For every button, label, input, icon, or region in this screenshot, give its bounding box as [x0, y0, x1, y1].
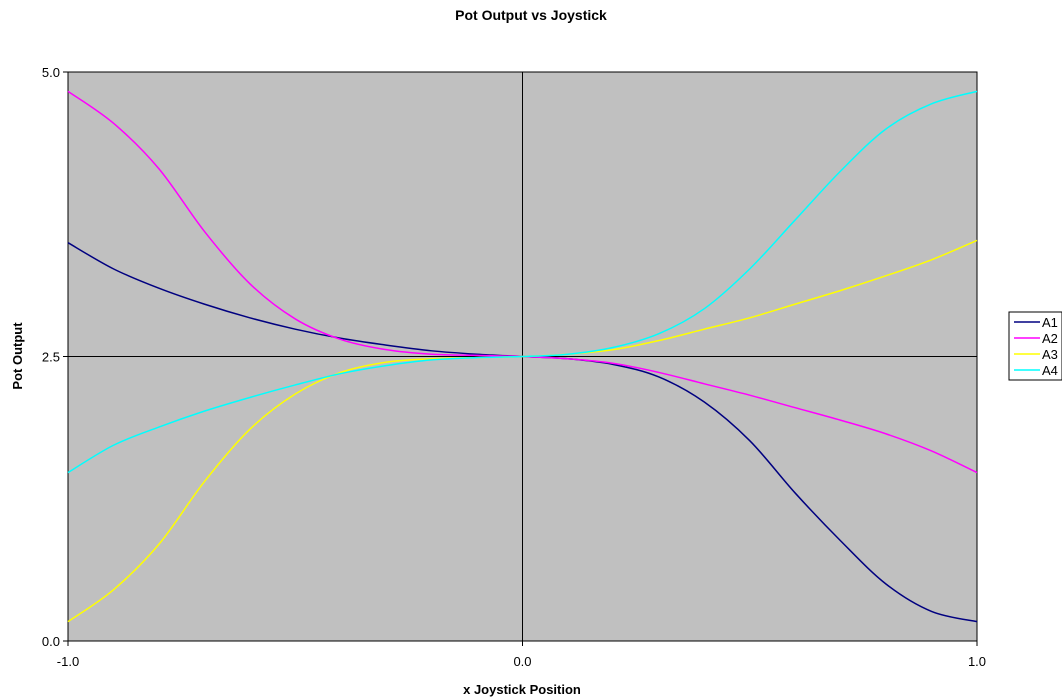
x-tick-label: -1.0 — [57, 654, 79, 669]
legend-box — [1008, 311, 1062, 381]
series-group — [67, 90, 978, 623]
x-tick-label: 1.0 — [968, 654, 986, 669]
x-tick-label: 0.0 — [513, 654, 531, 669]
y-tick-label: 5.0 — [42, 65, 60, 80]
legend-label-a2: A2 — [1042, 331, 1058, 346]
x-axis-label: x Joystick Position — [463, 682, 581, 697]
y-tick-label: 0.0 — [42, 634, 60, 649]
legend-label-a3: A3 — [1042, 347, 1058, 362]
legend-label-a1: A1 — [1042, 315, 1058, 330]
chart-title: Pot Output vs Joystick — [455, 7, 607, 23]
series-line-a4 — [67, 90, 978, 474]
axis-ticks: 0.0 2.5 5.0 -1.0 0.0 1.0 — [42, 65, 986, 669]
y-tick-label: 2.5 — [42, 350, 60, 365]
y-axis-label: Pot Output — [10, 322, 25, 390]
legend-label-a4: A4 — [1042, 363, 1058, 378]
